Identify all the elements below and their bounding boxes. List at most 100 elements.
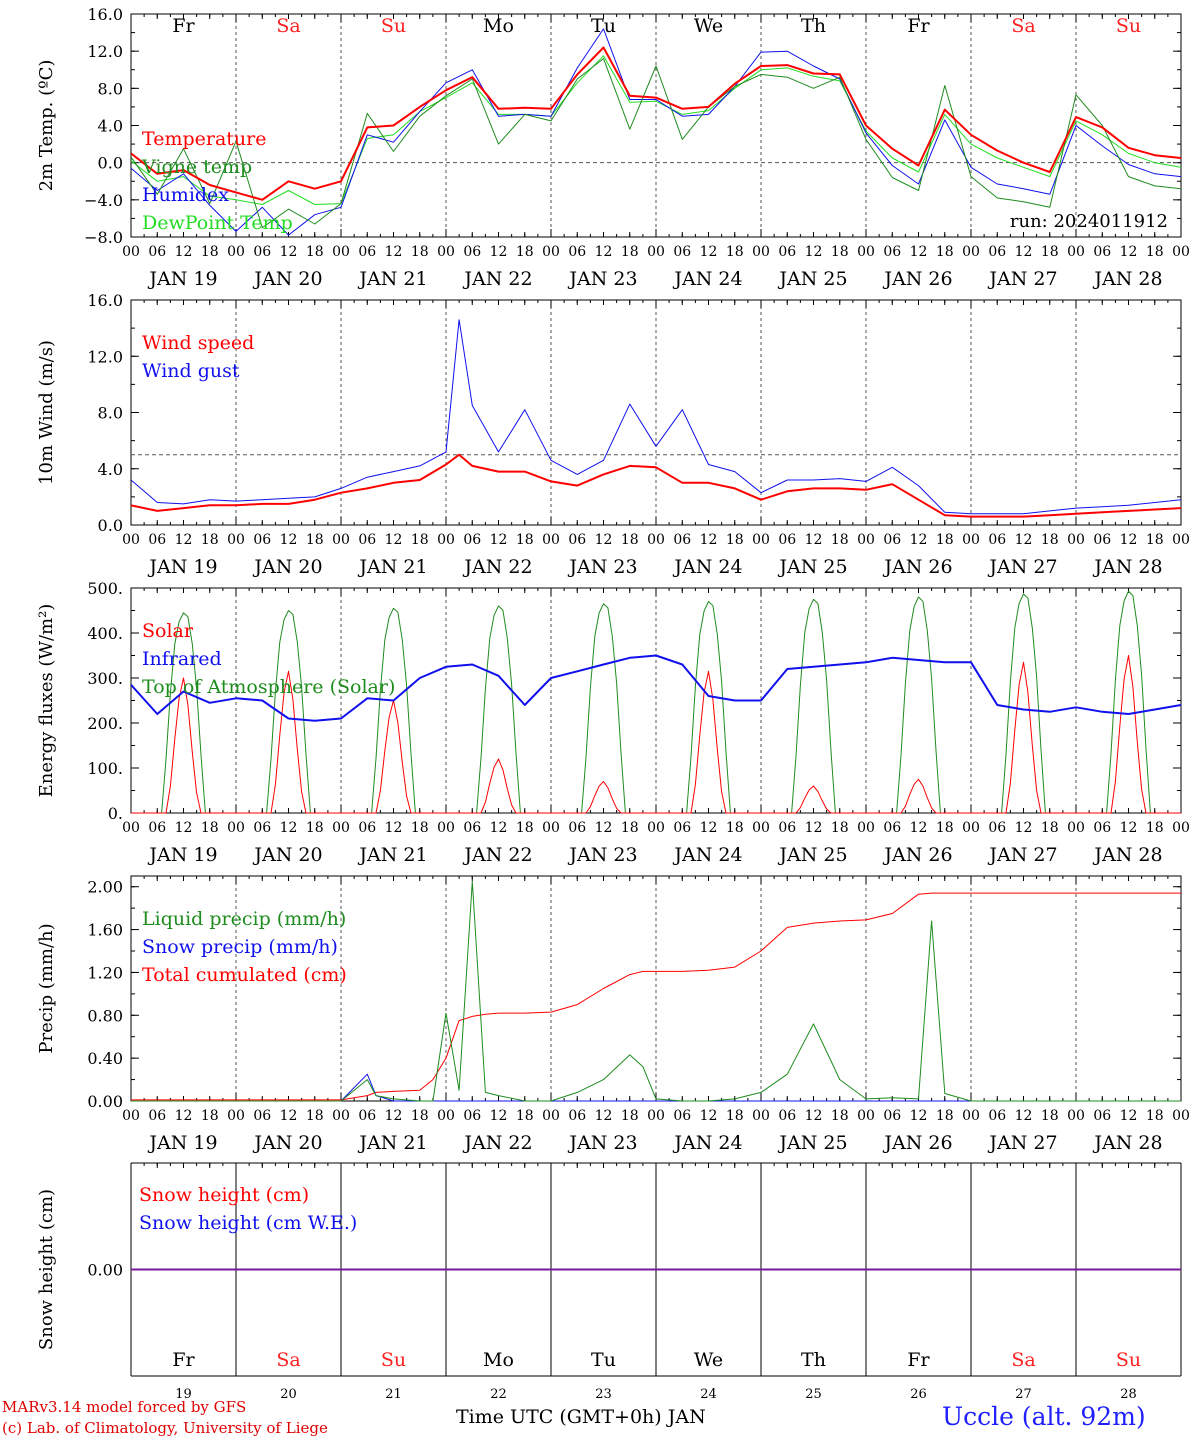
x-date-label: JAN 24 [672, 268, 742, 290]
day-of-week-label: Tu [591, 15, 616, 37]
plot-frame [130, 13, 1182, 238]
y-tick-label: 500. [87, 579, 123, 598]
x-hour-label: 06 [568, 820, 586, 836]
y-axis-label: Snow height (cm) [36, 1189, 57, 1350]
x-hour-label: 06 [358, 1108, 376, 1124]
lab-credit: (c) Lab. of Climatology, University of L… [2, 1419, 328, 1437]
x-date-label: JAN 19 [147, 556, 217, 578]
x-hour-label: 06 [673, 532, 691, 548]
x-hour-label: 06 [1093, 532, 1111, 548]
x-hour-label: 00 [647, 820, 665, 836]
day-of-week-label: Su [1116, 1349, 1141, 1371]
x-hour-label: 00 [962, 244, 980, 260]
x-date-label: JAN 26 [882, 556, 952, 578]
x-hour-label: 18 [621, 244, 639, 260]
x-hour-label: 12 [175, 820, 193, 836]
x-hour-label: 06 [568, 532, 586, 548]
y-tick-label: −8.0 [84, 228, 123, 247]
y-tick-label: 4.0 [98, 460, 123, 479]
x-hour-label: 18 [1041, 1108, 1059, 1124]
x-hour-label: 06 [463, 244, 481, 260]
x-hour-label: 12 [490, 532, 508, 548]
y-axis-label: Energy fluxes (W/m²) [36, 604, 57, 798]
x-hour-label: 00 [962, 1108, 980, 1124]
day-of-week-label: Su [381, 1349, 406, 1371]
series-line [131, 55, 1181, 205]
x-hour-label: 18 [1146, 820, 1164, 836]
x-date-label: JAN 22 [462, 844, 532, 866]
x-hour-label: 18 [516, 1108, 534, 1124]
x-hour-label: 18 [936, 244, 954, 260]
x-hour-label: 00 [542, 532, 560, 548]
y-axis-label: Precip (mm/h) [36, 923, 57, 1053]
x-date-label: JAN 19 [147, 268, 217, 290]
legend-entry: Infrared [142, 648, 222, 670]
x-date-label: JAN 21 [357, 268, 427, 290]
legend-entry: Vigne temp [141, 156, 252, 178]
plot-frame [130, 587, 1182, 814]
day-of-week-label: We [694, 15, 723, 37]
y-tick-label: 400. [87, 624, 123, 643]
day-of-week-label: Sa [276, 15, 300, 37]
x-hour-label: 18 [726, 532, 744, 548]
x-hour-label: 00 [857, 820, 875, 836]
x-hour-label: 12 [175, 532, 193, 548]
x-hour-label: 18 [411, 532, 429, 548]
day-number-label: 24 [700, 1387, 717, 1402]
x-hour-label: 12 [490, 244, 508, 260]
x-hour-label: 18 [201, 532, 219, 548]
legend-entry: Snow height (cm) [139, 1184, 309, 1206]
y-tick-label: 1.20 [87, 963, 123, 982]
x-date-label: JAN 20 [252, 844, 322, 866]
x-hour-label: 00 [332, 244, 350, 260]
legend-entry: Total cumulated (cm) [142, 964, 347, 986]
x-date-label: JAN 22 [462, 268, 532, 290]
x-hour-label: 12 [490, 820, 508, 836]
x-hour-label: 00 [122, 1108, 140, 1124]
x-hour-label: 12 [385, 244, 403, 260]
day-of-week-label: Mo [483, 1349, 514, 1371]
x-hour-label: 06 [988, 820, 1006, 836]
x-hour-label: 06 [253, 532, 271, 548]
day-number-label: 22 [490, 1387, 507, 1402]
x-hour-label: 00 [752, 532, 770, 548]
x-hour-label: 00 [752, 820, 770, 836]
day-of-week-label: Sa [276, 1349, 300, 1371]
x-date-label: JAN 28 [1092, 268, 1162, 290]
x-hour-label: 12 [910, 532, 928, 548]
x-date-label: JAN 21 [357, 1132, 427, 1154]
x-hour-label: 18 [936, 1108, 954, 1124]
x-hour-label: 12 [1120, 532, 1138, 548]
series-line [131, 28, 1181, 236]
x-hour-label: 06 [1093, 244, 1111, 260]
x-hour-label: 00 [1172, 1108, 1190, 1124]
x-hour-label: 00 [1172, 532, 1190, 548]
x-hour-label: 18 [1146, 244, 1164, 260]
x-hour-label: 06 [673, 820, 691, 836]
x-date-label: JAN 26 [882, 268, 952, 290]
x-hour-label: 06 [778, 532, 796, 548]
legend-entry: Temperature [142, 128, 266, 150]
day-of-week-label: Sa [1011, 1349, 1035, 1371]
x-date-label: JAN 22 [462, 1132, 532, 1154]
day-number-label: 25 [805, 1387, 822, 1402]
x-hour-label: 18 [201, 1108, 219, 1124]
x-hour-label: 12 [700, 1108, 718, 1124]
legend-entry: Wind speed [142, 332, 254, 354]
x-date-label: JAN 24 [672, 844, 742, 866]
x-hour-label: 00 [227, 532, 245, 548]
y-tick-label: 12.0 [87, 347, 123, 366]
station-label: Uccle (alt. 92m) [942, 1402, 1146, 1431]
x-date-label: JAN 23 [567, 844, 637, 866]
x-hour-label: 06 [883, 244, 901, 260]
x-hour-label: 00 [857, 244, 875, 260]
x-date-label: JAN 20 [252, 1132, 322, 1154]
x-hour-label: 18 [201, 244, 219, 260]
x-hour-label: 06 [883, 820, 901, 836]
y-tick-label: −4.0 [84, 191, 123, 210]
x-hour-label: 06 [463, 532, 481, 548]
x-hour-label: 12 [280, 244, 298, 260]
series-line [131, 892, 1181, 1101]
x-hour-label: 00 [647, 532, 665, 548]
